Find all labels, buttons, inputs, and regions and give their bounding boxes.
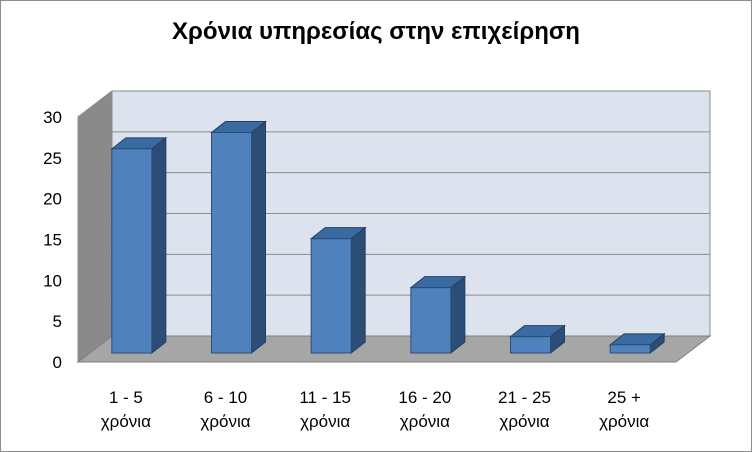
x-category-label: χρόνια xyxy=(200,412,250,431)
x-category-label: χρόνια xyxy=(101,412,151,431)
y-tick-label: 15 xyxy=(43,231,62,250)
bar xyxy=(509,324,566,355)
x-category-label: 1 - 5 xyxy=(109,388,143,407)
bar-side xyxy=(450,275,466,355)
bar-side xyxy=(251,120,266,355)
y-tick-label: 25 xyxy=(43,149,62,168)
bar-front xyxy=(609,344,651,354)
x-category-label: 6 - 10 xyxy=(204,388,247,407)
bar-front xyxy=(111,148,153,354)
gridline xyxy=(77,131,710,159)
y-tick-label: 10 xyxy=(43,271,62,290)
bar-front xyxy=(410,287,452,354)
y-tick-label: 0 xyxy=(53,353,62,372)
x-category-label: 11 - 15 xyxy=(299,388,351,407)
y-tick-label: 5 xyxy=(53,312,62,331)
x-category-label: 16 - 20 xyxy=(398,388,451,407)
y-tick-label: 30 xyxy=(43,108,62,127)
bar-front xyxy=(211,132,252,354)
bar xyxy=(309,226,367,355)
x-category-label: χρόνια xyxy=(599,412,649,431)
x-category-label: 25 + xyxy=(607,388,641,407)
bar-side xyxy=(151,136,167,355)
y-tick-label: 20 xyxy=(43,190,62,209)
bar-front xyxy=(310,238,352,354)
bar xyxy=(608,332,666,355)
x-category-label: χρόνια xyxy=(499,412,549,431)
chart-title: Χρόνια υπηρεσίας στην επιχείρηση xyxy=(172,18,580,45)
bar xyxy=(110,136,168,355)
bar-front xyxy=(510,336,551,354)
x-category-label: χρόνια xyxy=(300,412,350,431)
bar xyxy=(409,275,467,355)
x-category-label: 21 - 25 xyxy=(498,388,551,407)
gridline xyxy=(77,90,710,118)
bar-side xyxy=(350,226,366,355)
x-category-label: χρόνια xyxy=(400,412,450,431)
bar xyxy=(210,120,267,355)
